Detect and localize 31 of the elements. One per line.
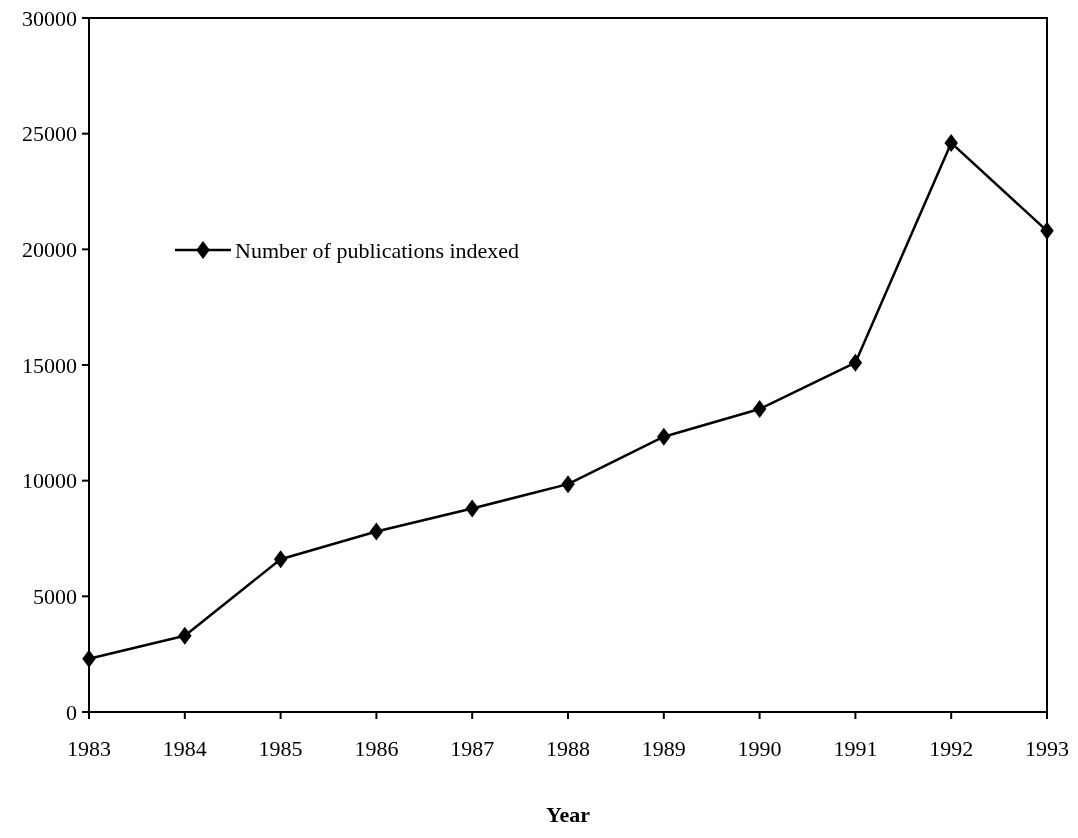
x-tick-label: 1984 bbox=[162, 736, 207, 761]
y-tick-label: 5000 bbox=[33, 584, 77, 610]
point bbox=[1040, 221, 1054, 240]
x-axis-title: Year bbox=[546, 802, 591, 827]
point bbox=[752, 399, 767, 418]
y-tick-label: 0 bbox=[66, 699, 77, 725]
x-tick-label: 1990 bbox=[737, 736, 782, 761]
point bbox=[465, 499, 479, 518]
legend-label: Number of publications indexed bbox=[235, 237, 520, 263]
x-tick-label: 1991 bbox=[833, 736, 878, 761]
y-tick-label: 30000 bbox=[22, 5, 77, 31]
y-tick-label: 25000 bbox=[22, 121, 77, 147]
x-tick-label: 1993 bbox=[1025, 736, 1069, 761]
x-tick-label: 1988 bbox=[546, 736, 590, 761]
x-tick-label: 1986 bbox=[354, 736, 399, 761]
x-tick-label: 1989 bbox=[641, 736, 686, 761]
point bbox=[657, 427, 671, 446]
point bbox=[369, 522, 384, 541]
point bbox=[561, 475, 575, 494]
x-tick-label: 1983 bbox=[67, 736, 111, 761]
x-tick-label: 1987 bbox=[450, 736, 495, 761]
x-tick-label: 1992 bbox=[929, 736, 974, 761]
y-tick-label: 15000 bbox=[22, 352, 77, 378]
y-tick-label: 10000 bbox=[22, 468, 77, 494]
y-tick-label: 20000 bbox=[22, 237, 77, 263]
point bbox=[273, 550, 288, 569]
point bbox=[944, 133, 958, 152]
point bbox=[178, 626, 192, 645]
point bbox=[848, 353, 863, 372]
x-tick-label: 1985 bbox=[258, 736, 303, 761]
point bbox=[82, 649, 96, 668]
